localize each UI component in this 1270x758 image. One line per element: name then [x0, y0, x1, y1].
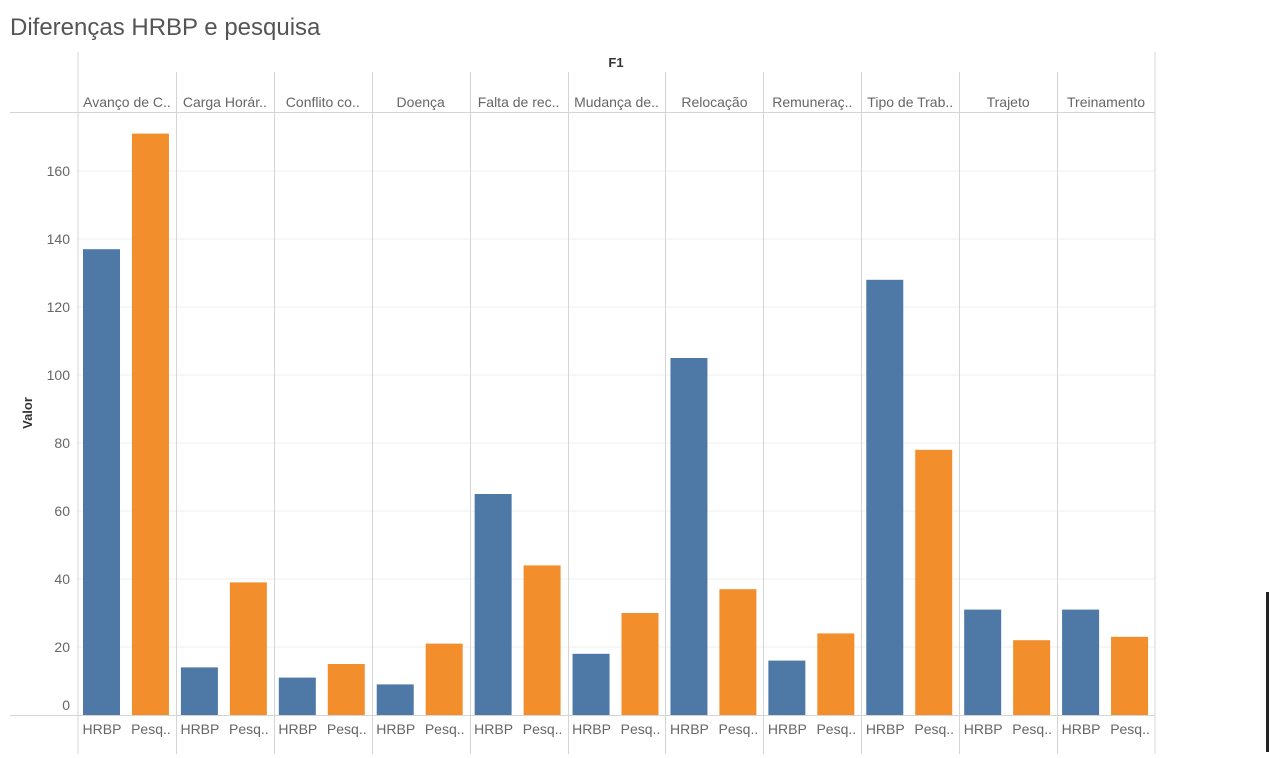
bar-sub-label: HRBP — [1062, 721, 1101, 737]
category-label: Avanço de C.. — [83, 94, 171, 110]
bar-sub-label: HRBP — [768, 721, 807, 737]
y-tick-label: 120 — [47, 299, 71, 315]
bar-pesquisa — [229, 582, 267, 715]
bar-hrbp — [964, 609, 1002, 715]
labels-layer: Avanço de C.. HRBP Pesq.. Carga Horár.. HRBP… — [83, 94, 1150, 737]
bar-sub-label: HRBP — [964, 721, 1003, 737]
bar-sub-label: Pesq.. — [131, 721, 171, 737]
y-axis-label: Valor — [20, 397, 35, 429]
category-label: Falta de rec.. — [478, 94, 560, 110]
bar-sub-label: Pesq.. — [621, 721, 661, 737]
grid-layer — [78, 170, 1155, 648]
bar-sub-label: HRBP — [180, 721, 219, 737]
bar-pesquisa — [621, 613, 659, 715]
bar-sub-label: HRBP — [376, 721, 415, 737]
bar-hrbp — [1062, 609, 1100, 715]
y-tick-label: 40 — [54, 571, 70, 587]
bar-sub-label: Pesq.. — [327, 721, 367, 737]
category-label: Relocação — [681, 94, 747, 110]
category-label: Mudança de.. — [574, 94, 659, 110]
bar-hrbp — [278, 677, 316, 715]
y-tick-label: 100 — [47, 367, 71, 383]
bar-sub-label: HRBP — [670, 721, 709, 737]
bar-sub-label: Pesq.. — [914, 721, 954, 737]
y-tick-label: 140 — [47, 231, 71, 247]
category-label: Conflito co.. — [286, 94, 360, 110]
bar-hrbp — [83, 249, 120, 715]
bar-sub-label: HRBP — [474, 721, 513, 737]
category-label: Treinamento — [1067, 94, 1145, 110]
column-header: F1 — [608, 55, 623, 70]
y-tick-label: 60 — [54, 503, 70, 519]
bar-pesquisa — [817, 633, 855, 715]
bar-pesquisa — [523, 565, 561, 715]
frame-layer — [10, 52, 1156, 754]
bar-pesquisa — [915, 449, 953, 715]
bar-hrbp — [768, 660, 806, 715]
bars-layer — [83, 133, 1149, 716]
bar-sub-label: Pesq.. — [1110, 721, 1150, 737]
bar-sub-label: Pesq.. — [719, 721, 759, 737]
ticks-layer: 0 20 40 60 80 100 120 140 160 — [47, 163, 71, 713]
bar-hrbp — [180, 667, 218, 715]
bar-hrbp — [376, 684, 414, 715]
category-label: Carga Horár.. — [183, 94, 267, 110]
bar-hrbp — [474, 494, 512, 715]
bar-sub-label: HRBP — [83, 721, 122, 737]
y-tick-label: 160 — [47, 163, 71, 179]
chart-title: Diferenças HRBP e pesquisa — [10, 14, 321, 41]
bar-sub-label: Pesq.. — [1012, 721, 1052, 737]
bar-pesquisa — [1111, 636, 1149, 715]
bar-sub-label: HRBP — [278, 721, 317, 737]
y-tick-label: 20 — [54, 639, 70, 655]
bar-sub-label: Pesq.. — [816, 721, 856, 737]
bar-hrbp — [572, 653, 610, 715]
bar-sub-label: Pesq.. — [425, 721, 465, 737]
bar-sub-label: HRBP — [572, 721, 611, 737]
bar-sub-label: Pesq.. — [229, 721, 269, 737]
category-label: Doença — [397, 94, 445, 110]
y-tick-label: 0 — [62, 697, 70, 713]
scroll-edge[interactable] — [1266, 592, 1269, 752]
bar-pesquisa — [327, 664, 365, 715]
bar-sub-label: Pesq.. — [523, 721, 563, 737]
bar-sub-label: HRBP — [866, 721, 905, 737]
y-tick-label: 80 — [54, 435, 70, 451]
bar-hrbp — [866, 279, 904, 715]
bar-pesquisa — [719, 589, 757, 715]
bar-hrbp — [670, 358, 708, 715]
category-label: Tipo de Trab.. — [867, 94, 953, 110]
category-label: Trajeto — [987, 94, 1030, 110]
category-label: Remuneraç.. — [772, 94, 852, 110]
bar-pesquisa — [1013, 640, 1051, 715]
bar-pesquisa — [131, 133, 169, 716]
bar-pesquisa — [425, 643, 463, 715]
